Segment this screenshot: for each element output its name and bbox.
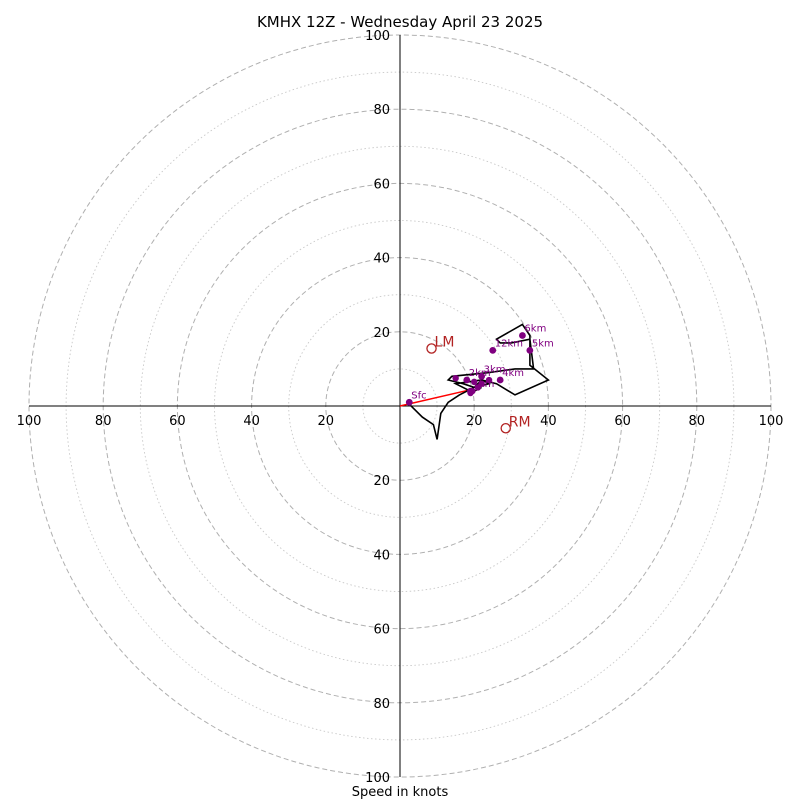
tick-label-bottom: 60 <box>373 623 390 638</box>
storm-motion-label: LM <box>435 334 455 350</box>
tick-label-left: 80 <box>95 414 112 429</box>
tick-labels: 20 20 20 20 40 40 40 40 60 60 60 60 80 80 80 80 100 100 10… <box>17 29 784 786</box>
height-point-marker <box>526 346 534 354</box>
storm-motion-label: RM <box>509 414 531 430</box>
tick-label-bottom: 20 <box>373 474 390 489</box>
hodograph-point <box>485 376 493 384</box>
height-point-marker <box>489 346 497 354</box>
height-point-label: 6km <box>524 324 546 335</box>
tick-label-right: 60 <box>614 414 631 429</box>
tick-label-top: 40 <box>373 252 390 267</box>
tick-label-top: 20 <box>373 326 390 341</box>
height-point-label: 4km <box>502 368 524 379</box>
height-point-label: 1km <box>472 379 494 390</box>
tick-label-top: 60 <box>373 177 390 192</box>
tick-label-top: 100 <box>365 29 390 44</box>
height-point-marker <box>463 376 471 384</box>
chart-title: KMHX 12Z - Wednesday April 23 2025 <box>257 13 543 31</box>
height-point-marker <box>478 372 486 380</box>
height-point-marker <box>519 332 526 339</box>
tick-label-left: 60 <box>169 414 186 429</box>
storm-motion-marker <box>500 423 511 434</box>
storm-motion-marker <box>426 343 437 354</box>
height-point-label: 12km <box>495 338 523 349</box>
tick-label-left: 40 <box>243 414 260 429</box>
tick-label-right: 40 <box>540 414 557 429</box>
tick-label-top: 80 <box>373 103 390 118</box>
tick-label-right: 20 <box>466 414 483 429</box>
height-point-marker <box>467 387 474 395</box>
tick-label-left: 20 <box>318 414 335 429</box>
tick-label-right: 80 <box>689 414 706 429</box>
hodograph-point <box>478 380 485 387</box>
height-point-label: Sfc <box>411 390 426 401</box>
hodograph-trace <box>406 323 550 440</box>
height-point-marker <box>496 376 504 384</box>
hodograph-point <box>471 378 478 386</box>
height-point-marker <box>405 398 413 406</box>
x-axis-label: Speed in knots <box>352 785 449 800</box>
storm-motion-layer: LM RM <box>426 334 531 434</box>
tick-label-right: 100 <box>759 414 784 429</box>
tick-label-bottom: 40 <box>373 548 390 563</box>
tick-label-left: 100 <box>17 414 42 429</box>
hodograph-point <box>452 374 459 382</box>
tick-label-bottom: 100 <box>365 771 390 786</box>
height-point-label: 3km <box>484 364 506 375</box>
tick-label-bottom: 80 <box>373 697 390 712</box>
height-point-label: 5km <box>532 338 554 349</box>
height-points-layer: Sfc1km2km3km4km5km6km12km <box>405 324 554 406</box>
